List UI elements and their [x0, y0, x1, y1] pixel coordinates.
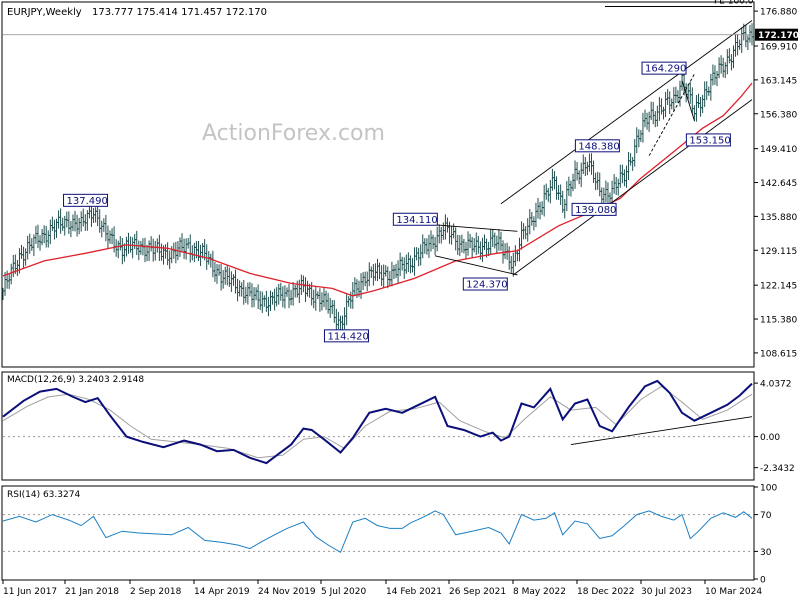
price-bars: [1, 23, 754, 334]
price-trendline: [435, 255, 518, 276]
price-tick-label: 163.145: [760, 76, 797, 86]
price-trendline: [435, 224, 518, 232]
annotation-label: 148.380: [578, 141, 619, 152]
macd-tick-label: 0.00: [760, 433, 780, 443]
price-annotation: 137.490: [63, 193, 109, 207]
ma-line: [2, 82, 753, 297]
annotation-label: 164.290: [645, 64, 686, 75]
rsi-title: RSI(14) 63.3274: [7, 490, 80, 500]
watermark: ActionForex.com: [202, 121, 385, 146]
price-y-axis: 108.615 115.380 122.145 129.115 135.880 142.6…: [754, 8, 797, 359]
symbol-label: EURJPY,Weekly: [7, 7, 82, 18]
macd-lines: [2, 379, 753, 465]
rsi-tick-label: 100: [760, 484, 777, 494]
price-trendline: [648, 73, 695, 156]
price-annotation: 153.150: [685, 133, 731, 147]
x-tick-label: 21 Jan 2018: [65, 587, 119, 597]
current-price-box: [755, 28, 798, 41]
x-tick-label: 2 Sep 2018: [130, 587, 182, 597]
price-tick-label: 169.910: [760, 43, 797, 53]
annotation-box: [323, 329, 369, 343]
price-annotations: 137.490 114.420 134.110 124.370 148.380 139.0…: [63, 61, 731, 343]
price-tick-label: 156.380: [760, 110, 797, 120]
price-trendlines: [435, 20, 753, 276]
x-tick-label: 8 May 2022: [513, 587, 566, 597]
rsi-series-line: [2, 510, 753, 554]
annotation-label: 114.420: [327, 331, 368, 342]
macd-title: MACD(12,26,9) 3.2403 2.9148: [7, 375, 144, 385]
annotation-box: [63, 193, 109, 207]
macd-main-line: [2, 379, 753, 465]
price-annotation: 139.080: [571, 202, 617, 216]
annotation-label: 137.490: [67, 196, 108, 207]
fe-level: FE 100.0: [605, 0, 754, 7]
price-annotation: 148.380: [574, 139, 620, 153]
x-axis: 11 Jun 2017 21 Jan 2018 2 Sep 2018 14 Apr 2…: [2, 580, 762, 597]
price-annotation: 114.420: [323, 329, 369, 343]
annotation-box: [392, 212, 438, 226]
rsi-tick-label: 30: [760, 548, 772, 558]
ohlc-bar: [750, 23, 754, 46]
price-annotation: 134.110: [392, 212, 438, 226]
macd-signal-line: [2, 385, 753, 459]
price-annotation: 164.290: [641, 61, 687, 75]
rsi-panel-frame: [1, 485, 755, 581]
annotation-label: 139.080: [575, 205, 616, 216]
annotation-label: 153.150: [689, 135, 730, 146]
macd-panel-frame: [1, 371, 755, 481]
x-tick-label: 26 Sep 2021: [449, 587, 506, 597]
current-price-label: 172.170: [758, 31, 799, 41]
annotation-label: 124.370: [466, 280, 507, 291]
x-tick-label: 30 Jul 2023: [641, 587, 692, 597]
annotation-label: 134.110: [396, 215, 437, 226]
rsi-y-axis: 0 30 70 100: [754, 484, 777, 586]
moving-average: [2, 82, 753, 297]
price-tick-label: 142.645: [760, 179, 797, 189]
price-panel-frame: [1, 1, 755, 368]
x-tick-label: 5 Jul 2020: [321, 587, 366, 597]
price-tick-label: 129.115: [760, 247, 797, 257]
annotation-box: [574, 139, 620, 153]
x-tick-label: 11 Jun 2017: [3, 587, 57, 597]
price-tick-label: 176.880: [760, 8, 797, 18]
x-tick-label: 18 Dec 2022: [577, 587, 635, 597]
macd-trendline: [570, 416, 753, 445]
price-annotation: 124.370: [462, 277, 508, 291]
price-trendline: [681, 80, 695, 121]
x-tick-label: 14 Apr 2019: [194, 587, 250, 597]
price-trendline: [513, 99, 753, 276]
rsi-tick-label: 0: [760, 576, 766, 586]
macd-y-axis: -2.3432 0.00 4.0372: [754, 380, 795, 474]
price-tick-label: 108.615: [760, 349, 797, 359]
macd-trendline-segment: [570, 416, 753, 445]
x-tick-label: 10 Mar 2024: [705, 587, 762, 597]
ohlc-readout: 173.777 175.414 171.457 172.170: [92, 7, 267, 18]
annotation-box: [462, 277, 508, 291]
price-tick-label: 135.880: [760, 213, 797, 223]
price-trendline: [500, 20, 753, 205]
price-tick-label: 122.145: [760, 282, 797, 292]
current-price-marker: 172.170: [3, 28, 799, 41]
rsi-tick-label: 70: [760, 511, 772, 521]
x-tick-label: 24 Nov 2019: [258, 587, 316, 597]
price-tick-label: 115.380: [760, 316, 797, 326]
annotation-box: [571, 202, 617, 216]
rsi-line: [2, 510, 753, 554]
macd-tick-label: 4.0372: [760, 380, 792, 390]
fe-level-label: FE 100.0: [714, 0, 754, 7]
annotation-box: [685, 133, 731, 147]
macd-tick-label: -2.3432: [760, 464, 795, 474]
price-tick-label: 149.410: [760, 145, 797, 155]
annotation-box: [641, 61, 687, 75]
x-tick-label: 14 Feb 2021: [386, 587, 442, 597]
